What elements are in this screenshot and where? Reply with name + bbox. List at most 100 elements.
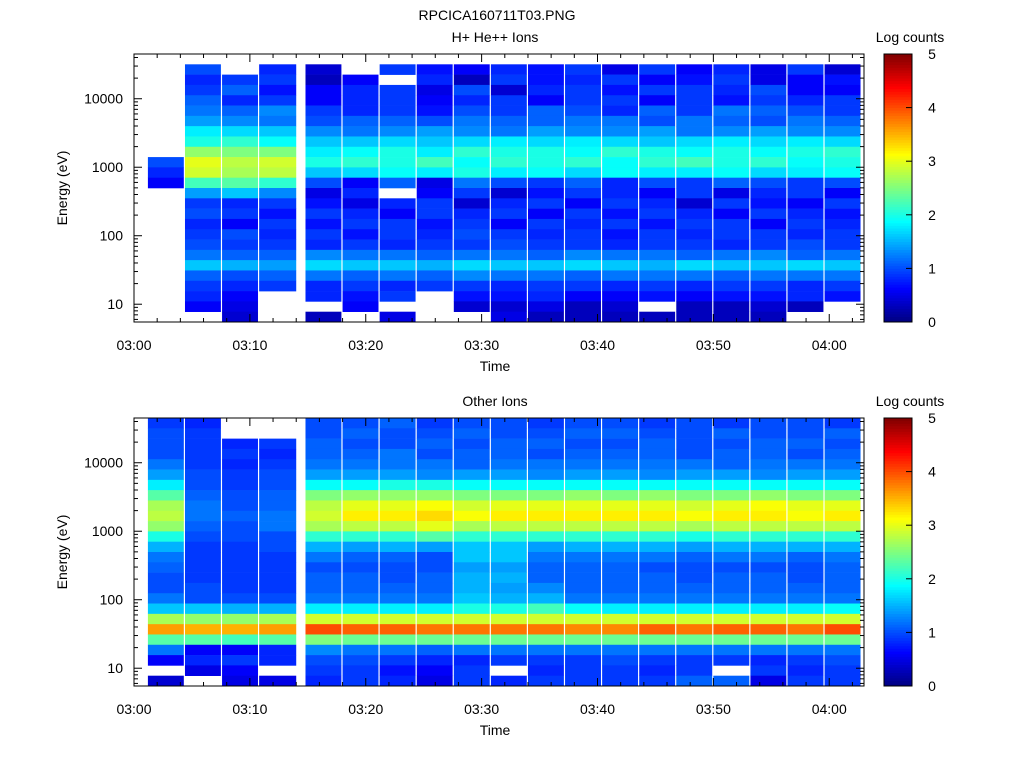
spectrogram-cell	[565, 665, 601, 676]
spectrogram-cell	[676, 167, 713, 178]
spectrogram-cell	[824, 418, 861, 429]
colorbar-band	[884, 198, 912, 202]
spectrogram-cell	[259, 198, 297, 209]
spectrogram-cell	[787, 198, 824, 209]
spectrogram-cell	[490, 428, 527, 439]
spectrogram-cell	[342, 541, 379, 553]
spectrogram-cell	[527, 469, 564, 481]
spectrogram-cell	[416, 229, 453, 240]
colorbar-band	[884, 204, 912, 208]
spectrogram-cell	[184, 280, 221, 292]
spectrogram-cell	[565, 177, 601, 189]
spectrogram-cell	[750, 582, 787, 594]
spectrogram-cell	[453, 634, 490, 646]
spectrogram-cell	[750, 218, 787, 230]
spectrogram-cell	[305, 582, 342, 594]
spectrogram-cell	[379, 146, 416, 158]
spectrogram-cell	[639, 613, 676, 625]
colorbar-band	[884, 578, 912, 582]
colorbar-band	[884, 543, 912, 548]
spectrogram-cell	[379, 177, 416, 189]
spectrogram-cell	[222, 84, 258, 96]
spectrogram-cell	[824, 64, 861, 75]
spectrogram-cell	[527, 418, 564, 429]
spectrogram-cell	[342, 270, 379, 282]
spectrogram-cell	[676, 260, 713, 271]
spectrogram-cell	[490, 239, 527, 251]
colorbar-band	[884, 653, 912, 657]
spectrogram-cell	[453, 418, 490, 429]
spectrogram-cell	[222, 291, 258, 302]
x-tick-label: 03:10	[232, 701, 267, 717]
spectrogram-cell	[259, 157, 297, 168]
spectrogram-cell	[676, 500, 713, 512]
spectrogram-cells	[147, 418, 861, 687]
spectrogram-cell	[676, 311, 713, 323]
spectrogram-cell	[787, 280, 824, 292]
spectrogram-cell	[184, 95, 221, 106]
spectrogram-cell	[222, 260, 258, 271]
spectrogram-cell	[824, 229, 861, 240]
colorbar-band	[884, 439, 912, 443]
spectrogram-cell	[379, 521, 416, 532]
spectrogram-cell	[565, 634, 601, 646]
spectrogram-cell	[184, 510, 221, 522]
spectrogram-cell	[222, 448, 258, 460]
spectrogram-cell	[639, 531, 676, 542]
spectrogram-cell	[750, 167, 787, 178]
spectrogram-cell	[787, 418, 824, 429]
spectrogram-cell	[824, 167, 861, 178]
spectrogram-cell	[379, 624, 416, 635]
colorbar-band	[884, 490, 912, 494]
colorbar-band	[884, 557, 912, 561]
spectrogram-cell	[565, 157, 601, 168]
spectrogram-cell	[305, 531, 342, 542]
spectrogram-cell	[416, 177, 453, 189]
spectrogram-cell	[713, 418, 750, 429]
y-tick-label: 100	[100, 228, 124, 244]
spectrogram-cell	[824, 624, 861, 635]
spectrogram-cell	[602, 188, 639, 199]
spectrogram-cell	[305, 167, 342, 178]
spectrogram-cell	[416, 490, 453, 501]
spectrogram-cell	[639, 448, 676, 460]
spectrogram-cell	[750, 146, 787, 158]
colorbar-band	[884, 220, 912, 224]
colorbar-band	[884, 506, 912, 510]
spectrogram-cell	[184, 418, 221, 429]
colorbar-band	[884, 683, 912, 687]
spectrogram-cell	[602, 167, 639, 178]
spectrogram-cell	[713, 459, 750, 470]
spectrogram-cell	[342, 428, 379, 439]
x-tick-label: 03:20	[348, 337, 383, 353]
spectrogram-cell	[379, 459, 416, 470]
spectrogram-cell	[259, 136, 297, 148]
spectrogram-cell	[259, 675, 297, 687]
spectrogram-cell	[787, 624, 824, 635]
spectrogram-cell	[379, 655, 416, 666]
spectrogram-cell	[676, 531, 713, 542]
spectrogram-cell	[676, 126, 713, 137]
spectrogram-cell	[750, 177, 787, 189]
spectrogram-cell	[824, 521, 861, 532]
colorbar-band	[884, 637, 912, 641]
spectrogram-cell	[305, 624, 342, 635]
colorbar-band	[884, 576, 912, 580]
spectrogram-cell	[416, 126, 453, 137]
colorbar-band	[884, 64, 912, 68]
spectrogram-cell	[379, 239, 416, 251]
colorbar-band	[884, 112, 912, 117]
spectrogram-cell	[490, 126, 527, 137]
spectrogram-cell	[184, 634, 221, 646]
spectrogram-cell	[259, 74, 297, 86]
spectrogram-cell	[750, 270, 787, 282]
spectrogram-cell	[184, 239, 221, 251]
x-tick-label: 04:00	[812, 337, 847, 353]
spectrogram-cell	[490, 438, 527, 450]
colorbar-band	[884, 153, 912, 157]
spectrogram-cell	[453, 521, 490, 532]
spectrogram-cell	[416, 500, 453, 512]
spectrogram-cell	[453, 675, 490, 687]
spectrogram-cell	[824, 459, 861, 470]
spectrogram-cell	[565, 428, 601, 439]
